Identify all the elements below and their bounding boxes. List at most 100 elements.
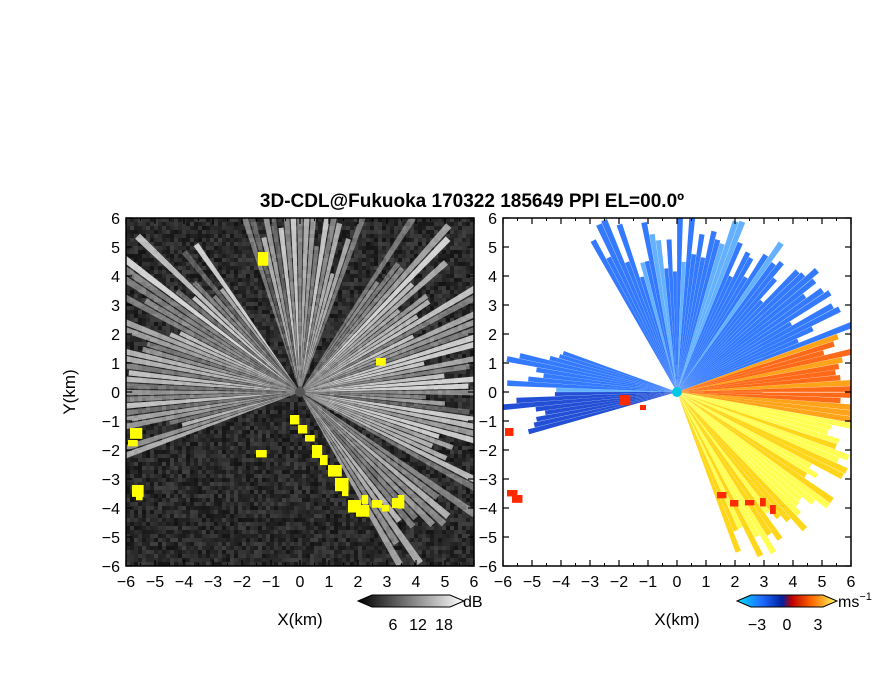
noise-cell bbox=[450, 310, 454, 314]
noise-cell bbox=[170, 262, 174, 266]
noise-cell bbox=[146, 358, 150, 362]
noise-cell bbox=[246, 418, 250, 422]
noise-cell bbox=[390, 274, 394, 278]
noise-cell bbox=[358, 222, 362, 226]
noise-cell bbox=[262, 314, 266, 318]
noise-cell bbox=[446, 354, 450, 358]
noise-cell bbox=[382, 434, 386, 438]
noise-cell bbox=[190, 234, 194, 238]
noise-cell bbox=[222, 326, 226, 330]
noise-cell bbox=[382, 394, 386, 398]
noise-cell bbox=[210, 218, 214, 222]
noise-cell bbox=[222, 230, 226, 234]
noise-cell bbox=[246, 234, 250, 238]
noise-cell bbox=[158, 218, 162, 222]
noise-cell bbox=[298, 234, 302, 238]
noise-cell bbox=[374, 438, 378, 442]
noise-cell bbox=[274, 386, 278, 390]
noise-cell bbox=[454, 246, 458, 250]
noise-cell bbox=[230, 354, 234, 358]
noise-cell bbox=[418, 246, 422, 250]
noise-cell bbox=[362, 282, 366, 286]
noise-cell bbox=[418, 370, 422, 374]
noise-cell bbox=[258, 402, 262, 406]
noise-cell bbox=[418, 226, 422, 230]
noise-cell bbox=[442, 322, 446, 326]
noise-cell bbox=[470, 394, 474, 398]
noise-cell bbox=[458, 246, 462, 250]
noise-cell bbox=[230, 406, 234, 410]
noise-cell bbox=[166, 250, 170, 254]
noise-cell bbox=[346, 278, 350, 282]
noise-cell bbox=[462, 278, 466, 282]
noise-cell bbox=[266, 302, 270, 306]
noise-cell bbox=[382, 282, 386, 286]
noise-cell bbox=[234, 246, 238, 250]
noise-cell bbox=[134, 310, 138, 314]
noise-cell bbox=[126, 250, 130, 254]
noise-cell bbox=[182, 230, 186, 234]
noise-cell bbox=[182, 430, 186, 434]
noise-cell bbox=[134, 346, 138, 350]
noise-cell bbox=[190, 238, 194, 242]
noise-cell bbox=[266, 330, 270, 334]
noise-cell bbox=[470, 406, 474, 410]
noise-cell bbox=[310, 274, 314, 278]
noise-cell bbox=[298, 274, 302, 278]
noise-cell bbox=[254, 330, 258, 334]
noise-cell bbox=[230, 322, 234, 326]
noise-cell bbox=[298, 306, 302, 310]
noise-cell bbox=[394, 354, 398, 358]
noise-cell bbox=[350, 310, 354, 314]
noise-cell bbox=[354, 378, 358, 382]
noise-cell bbox=[126, 234, 130, 238]
noise-cell bbox=[370, 398, 374, 402]
noise-cell bbox=[338, 430, 342, 434]
noise-cell bbox=[254, 414, 258, 418]
noise-cell bbox=[338, 342, 342, 346]
noise-cell bbox=[446, 438, 450, 442]
noise-cell bbox=[130, 354, 134, 358]
noise-cell bbox=[382, 318, 386, 322]
noise-cell bbox=[318, 442, 322, 446]
noise-cell bbox=[210, 426, 214, 430]
noise-cell bbox=[426, 346, 430, 350]
noise-cell bbox=[174, 394, 178, 398]
noise-cell bbox=[438, 406, 442, 410]
noise-cell bbox=[254, 290, 258, 294]
noise-cell bbox=[254, 286, 258, 290]
noise-cell bbox=[306, 314, 310, 318]
noise-cell bbox=[250, 226, 254, 230]
noise-cell bbox=[226, 238, 230, 242]
noise-cell bbox=[338, 326, 342, 330]
noise-cell bbox=[350, 422, 354, 426]
noise-cell bbox=[402, 218, 406, 222]
noise-cell bbox=[166, 330, 170, 334]
noise-cell bbox=[230, 418, 234, 422]
noise-cell bbox=[154, 218, 158, 222]
noise-cell bbox=[466, 394, 470, 398]
noise-cell bbox=[414, 318, 418, 322]
noise-cell bbox=[294, 434, 298, 438]
noise-cell bbox=[286, 350, 290, 354]
noise-cell bbox=[246, 238, 250, 242]
noise-cell bbox=[138, 406, 142, 410]
noise-cell bbox=[142, 290, 146, 294]
noise-cell bbox=[466, 226, 470, 230]
noise-cell bbox=[426, 290, 430, 294]
noise-cell bbox=[386, 282, 390, 286]
noise-cell bbox=[330, 358, 334, 362]
noise-cell bbox=[274, 366, 278, 370]
noise-cell bbox=[226, 446, 230, 450]
noise-cell bbox=[374, 230, 378, 234]
noise-cell bbox=[174, 330, 178, 334]
noise-cell bbox=[366, 266, 370, 270]
noise-cell bbox=[314, 406, 318, 410]
noise-cell bbox=[398, 242, 402, 246]
noise-cell bbox=[250, 302, 254, 306]
noise-cell bbox=[250, 346, 254, 350]
noise-cell bbox=[398, 374, 402, 378]
noise-cell bbox=[466, 270, 470, 274]
noise-cell bbox=[338, 330, 342, 334]
noise-cell bbox=[382, 390, 386, 394]
